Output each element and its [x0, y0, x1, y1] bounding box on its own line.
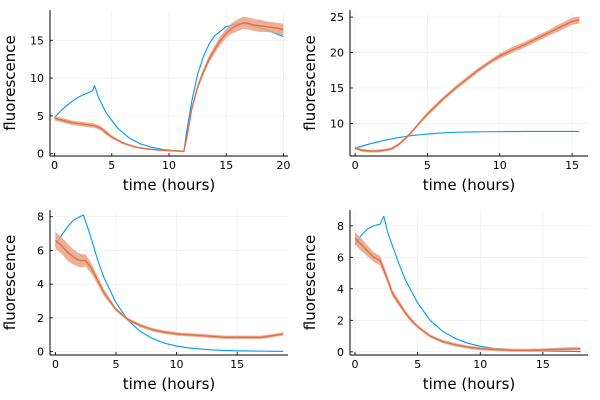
x-tick-label: 0 [352, 358, 359, 371]
y-tick-label: 0 [37, 346, 44, 359]
x-tick-label: 0 [352, 159, 359, 172]
y-tick-label: 6 [337, 251, 344, 264]
y-tick-label: 6 [37, 244, 44, 257]
x-axis-title: time (hours) [423, 375, 516, 393]
y-axis-title: fluorescence [301, 35, 319, 130]
y-tick-label: 15 [330, 82, 344, 95]
grid [350, 210, 588, 355]
model-line [354, 130, 580, 149]
x-tick-label: 5 [108, 159, 115, 172]
x-tick-label: 5 [414, 358, 421, 371]
y-tick-label: 4 [337, 283, 344, 296]
y-tick-label: 8 [337, 220, 344, 233]
error-band [355, 16, 580, 153]
y-tick-label: 15 [30, 34, 44, 47]
grid [50, 10, 288, 156]
grid [50, 210, 288, 355]
x-tick-label: 15 [536, 358, 550, 371]
y-axis-title: fluorescence [301, 235, 319, 330]
subplot-3: 0 5 10 15 0 2 4 6 8 time (hours) fluorescence [1, 210, 288, 393]
x-tick-label: 5 [113, 358, 120, 371]
subplot-4: 0 5 10 15 0 2 4 6 8 time (hours) fluorescence [301, 210, 588, 393]
x-tick-label: 15 [230, 358, 244, 371]
error-band [55, 231, 284, 339]
y-tick-label: 0 [37, 148, 44, 161]
y-tick-label: 8 [37, 211, 44, 224]
y-axis-title: fluorescence [1, 235, 19, 330]
y-tick-label: 4 [37, 278, 44, 291]
error-band [355, 232, 581, 352]
y-tick-label: 25 [330, 11, 344, 24]
x-tick-label: 10 [473, 358, 487, 371]
y-tick-label: 2 [337, 314, 344, 327]
y-tick-label: 10 [330, 117, 344, 130]
model-line [54, 23, 284, 153]
data-line [354, 237, 581, 351]
x-tick-label: 10 [170, 358, 184, 371]
x-axis-title: time (hours) [423, 176, 516, 194]
y-axis-title: fluorescence [1, 35, 19, 130]
data-line [55, 239, 284, 338]
x-tick-label: 5 [424, 159, 431, 172]
data-line [354, 19, 580, 152]
y-tick-label: 5 [37, 110, 44, 123]
y-tick-label: 2 [37, 312, 44, 325]
x-tick-label: 15 [219, 159, 233, 172]
model-line [54, 214, 284, 352]
y-tick-label: 20 [330, 47, 344, 60]
error-band [54, 16, 284, 153]
subplot-2: 0 5 10 15 10 15 20 25 time (hours) fluorescence [301, 10, 588, 194]
x-tick-label: 0 [51, 159, 58, 172]
y-tick-label: 0 [337, 346, 344, 359]
y-tick-label: 10 [30, 72, 44, 85]
x-axis-title: time (hours) [123, 176, 216, 194]
x-axis-title: time (hours) [123, 375, 216, 393]
x-tick-label: 20 [276, 159, 290, 172]
x-tick-label: 15 [565, 159, 579, 172]
x-tick-label: 10 [162, 159, 176, 172]
x-tick-label: 0 [52, 358, 59, 371]
x-tick-label: 10 [493, 159, 507, 172]
data-line [54, 22, 284, 153]
